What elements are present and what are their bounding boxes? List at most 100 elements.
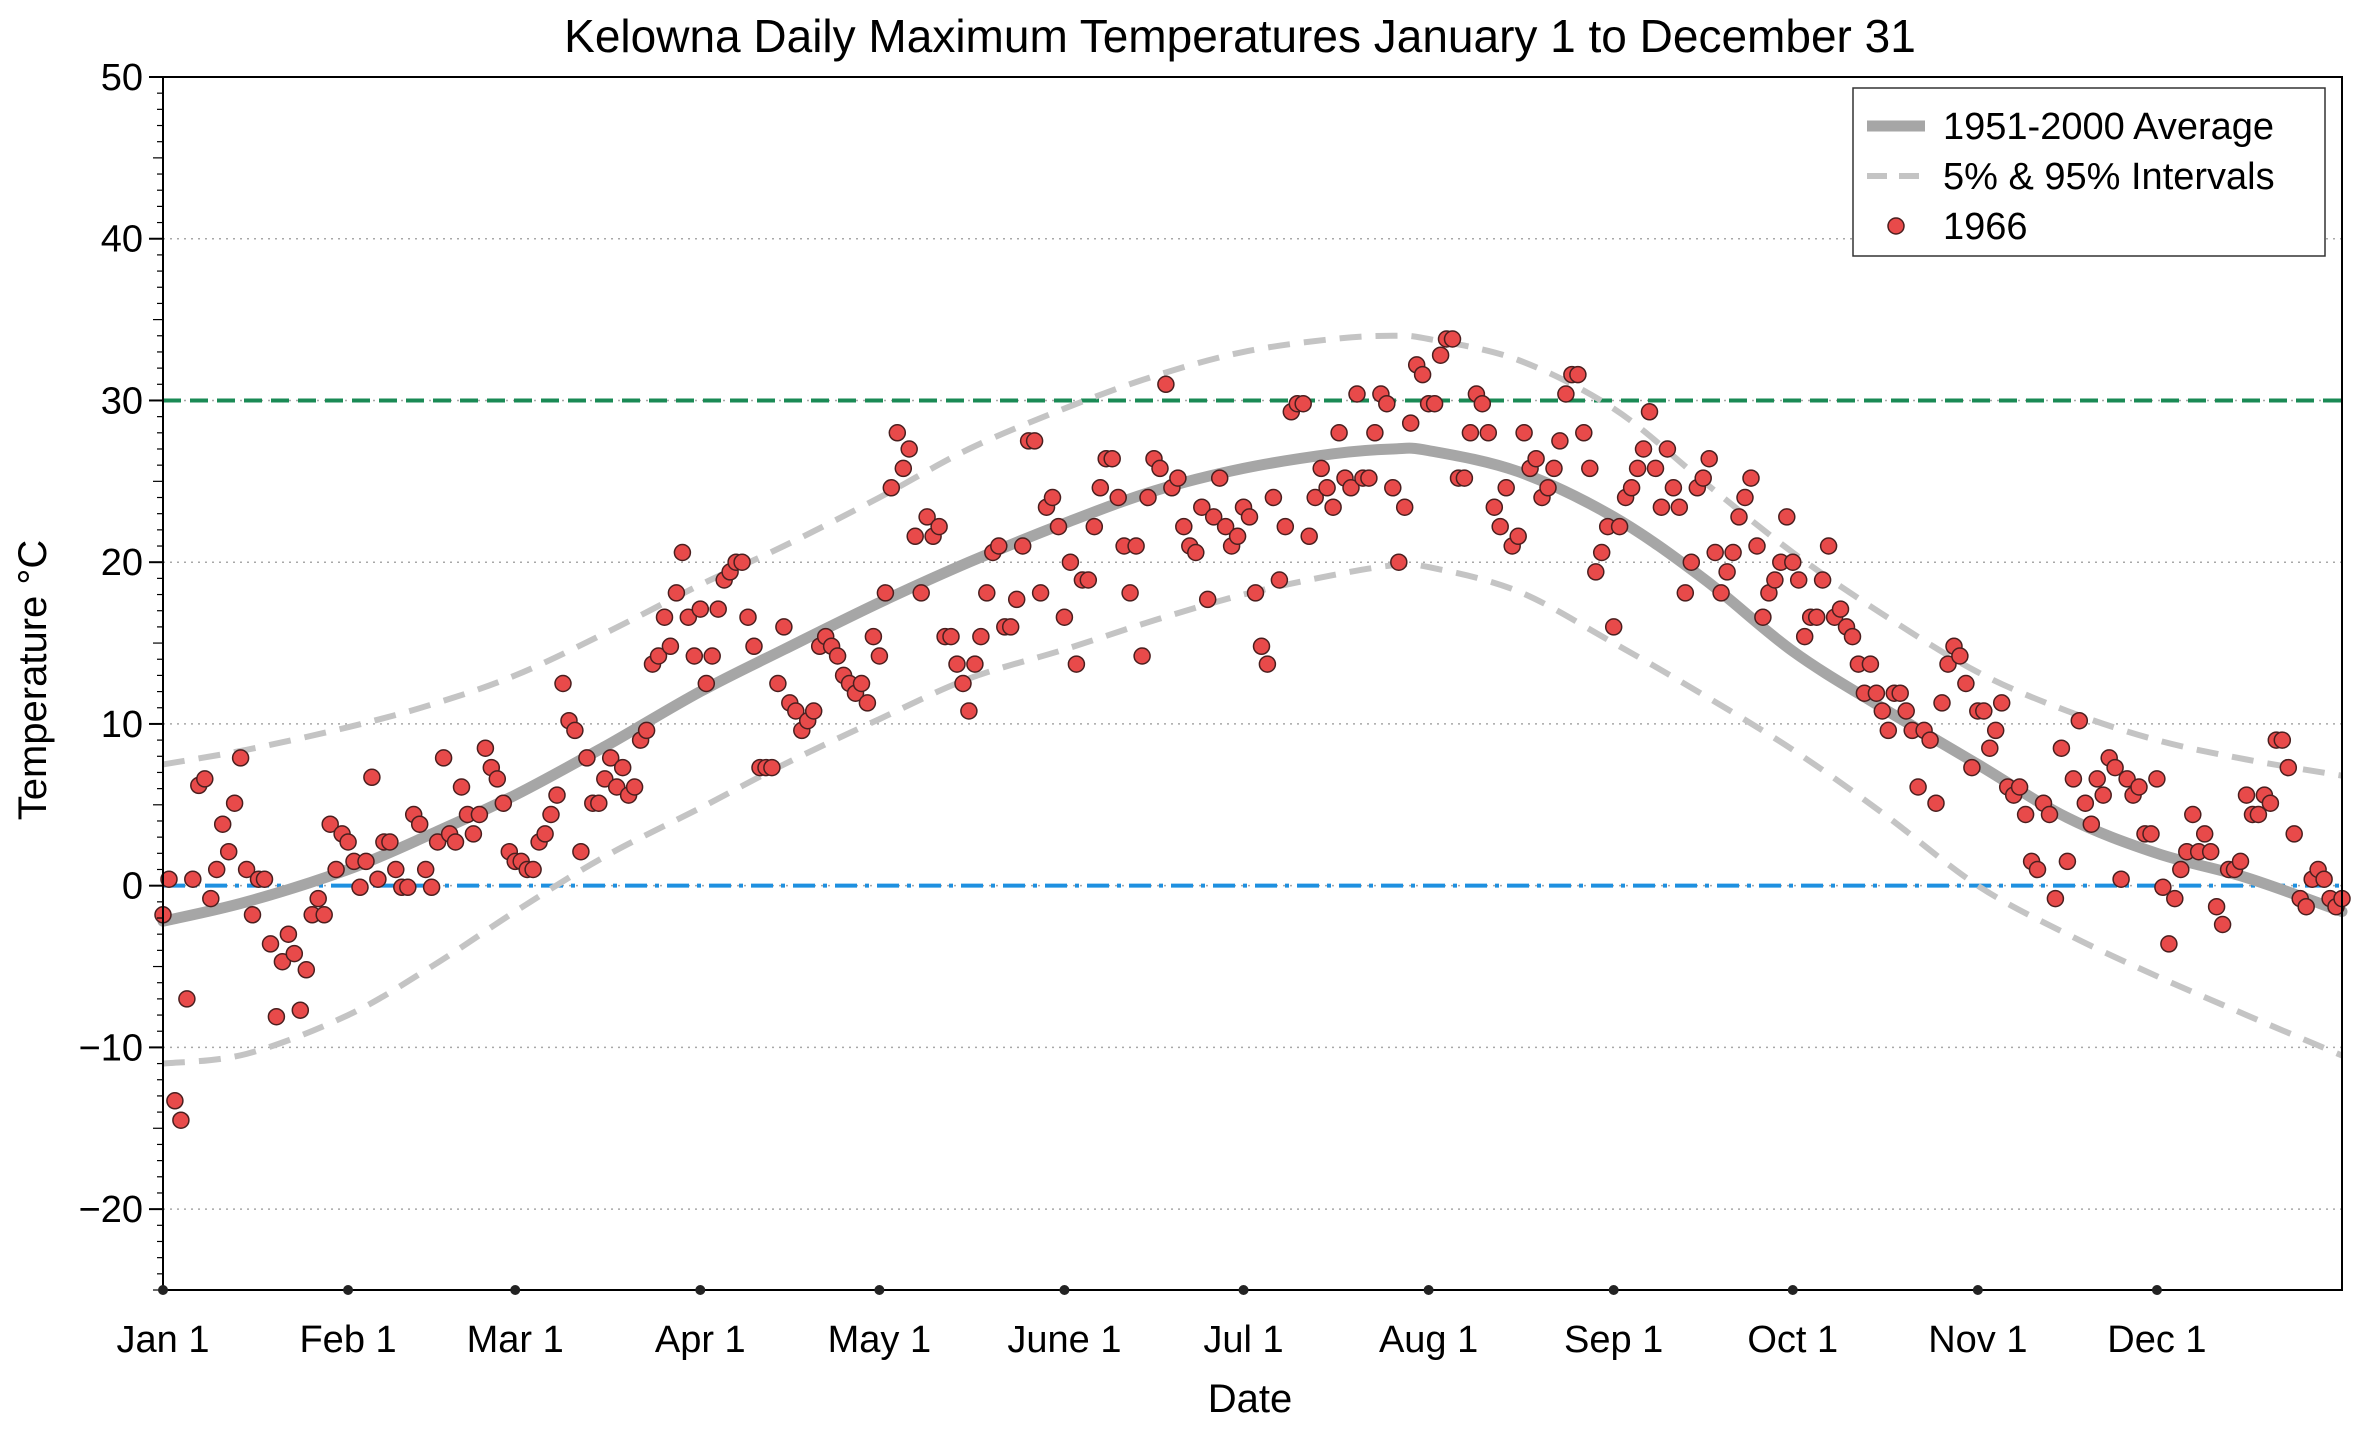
data-point-1966 — [1342, 479, 1360, 497]
data-point-1966 — [1013, 537, 1032, 555]
data-point-1966 — [990, 537, 1008, 555]
x-tick-label: Apr 1 — [655, 1319, 746, 1361]
data-point-1966 — [1109, 488, 1127, 507]
data-point-1966 — [1055, 608, 1074, 626]
data-point-1966 — [1992, 694, 2011, 712]
data-point-1966 — [1986, 721, 2005, 740]
data-point-1966 — [434, 749, 453, 767]
chart-title: Kelowna Daily Maximum Temperatures Janua… — [564, 10, 1916, 62]
data-point-1966 — [596, 770, 614, 788]
data-point-1966 — [243, 906, 262, 924]
data-point-1966 — [667, 584, 686, 602]
data-point-1966 — [1384, 479, 1402, 497]
data-point-1966 — [476, 739, 495, 757]
data-point-1966 — [1592, 543, 1611, 562]
data-point-1966 — [1831, 600, 1850, 618]
data-point-1966 — [787, 702, 805, 720]
x-tick-marker — [1059, 1285, 1070, 1295]
data-point-1966 — [900, 440, 918, 458]
data-point-1966 — [297, 961, 316, 979]
data-point-1966 — [1139, 488, 1157, 507]
data-point-1966 — [1479, 424, 1498, 442]
data-point-1966 — [267, 1007, 286, 1026]
data-point-1966 — [1061, 553, 1080, 571]
data-point-1966 — [1509, 527, 1527, 546]
data-point-1966 — [213, 815, 232, 833]
data-point-1966 — [470, 805, 489, 824]
data-point-1966 — [2184, 805, 2202, 824]
y-tick-label: −10 — [79, 1027, 143, 1069]
data-point-1966 — [1539, 479, 1557, 497]
data-point-1966 — [601, 749, 620, 767]
data-point-1966 — [703, 647, 721, 665]
data-point-1966 — [972, 627, 990, 646]
data-point-1966 — [918, 508, 936, 526]
data-point-1966 — [1157, 375, 1175, 394]
data-point-1966 — [590, 794, 608, 812]
data-point-1966 — [536, 825, 554, 843]
data-point-1966 — [1742, 469, 1760, 487]
data-point-1966 — [2249, 805, 2268, 824]
x-tick-label: Jul 1 — [1203, 1319, 1283, 1361]
data-point-1966 — [1395, 498, 1414, 516]
data-point-1966 — [225, 794, 244, 812]
data-point-1966 — [1187, 543, 1205, 562]
data-point-1966 — [960, 702, 978, 720]
data-point-1966 — [1610, 517, 1629, 536]
data-point-1966 — [2076, 794, 2095, 812]
data-point-1966 — [464, 825, 483, 843]
data-point-1966 — [1043, 488, 1062, 507]
data-point-1966 — [327, 860, 345, 879]
data-point-1966 — [1025, 432, 1044, 450]
x-tick-marker — [1972, 1285, 1983, 1295]
data-point-1966 — [1569, 365, 1587, 384]
data-point-1966 — [1324, 498, 1342, 516]
data-point-1966 — [1198, 590, 1217, 609]
data-point-1966 — [2112, 870, 2130, 888]
data-point-1966 — [273, 952, 292, 971]
x-tick-marker — [1787, 1285, 1798, 1295]
data-point-1966 — [1634, 440, 1653, 458]
data-point-1966 — [494, 794, 513, 812]
y-axis: −20 −10 0 10 20 30 40 50 — [79, 57, 163, 1291]
data-point-1966 — [2201, 842, 2220, 861]
data-point-1966 — [1712, 584, 1730, 602]
data-point-1966 — [1646, 459, 1665, 478]
data-point-1966 — [1718, 563, 1736, 581]
data-point-1966 — [488, 770, 507, 788]
x-tick-label: Feb 1 — [299, 1319, 396, 1361]
y-tick-label: 50 — [101, 57, 143, 99]
data-point-1966 — [1485, 498, 1504, 516]
data-point-1966 — [607, 778, 626, 796]
x-tick-marker — [510, 1285, 521, 1295]
data-point-1966 — [357, 852, 375, 871]
data-point-1966 — [1795, 627, 1814, 646]
data-point-1966 — [1425, 394, 1444, 413]
data-point-1966 — [625, 778, 644, 796]
data-point-1966 — [2279, 758, 2298, 777]
data-point-1966 — [309, 889, 327, 908]
data-point-1966 — [261, 935, 280, 953]
data-point-1966 — [1676, 584, 1695, 602]
data-point-1966 — [769, 674, 787, 693]
data-point-1966 — [1754, 608, 1772, 626]
data-point-1966 — [446, 833, 465, 851]
data-point-1966 — [1975, 702, 1993, 720]
data-point-1966 — [554, 674, 572, 693]
data-point-1966 — [202, 889, 220, 908]
data-point-1966 — [548, 786, 566, 804]
y-axis-label: Temperature °C — [11, 540, 55, 821]
plot-frame — [162, 76, 2343, 1291]
data-point-1966 — [1622, 479, 1641, 497]
data-point-1966 — [1228, 527, 1247, 546]
data-point-1966 — [2273, 731, 2292, 749]
data-point-1966 — [1001, 618, 1020, 636]
data-point-1966 — [739, 608, 757, 626]
x-tick-label: Dec 1 — [2107, 1319, 2206, 1361]
data-point-1966 — [2082, 815, 2101, 833]
data-point-1966 — [1766, 571, 1784, 589]
data-point-1966 — [351, 878, 369, 897]
data-point-1966 — [2195, 825, 2214, 843]
x-tick-label: Oct 1 — [1747, 1319, 1838, 1361]
